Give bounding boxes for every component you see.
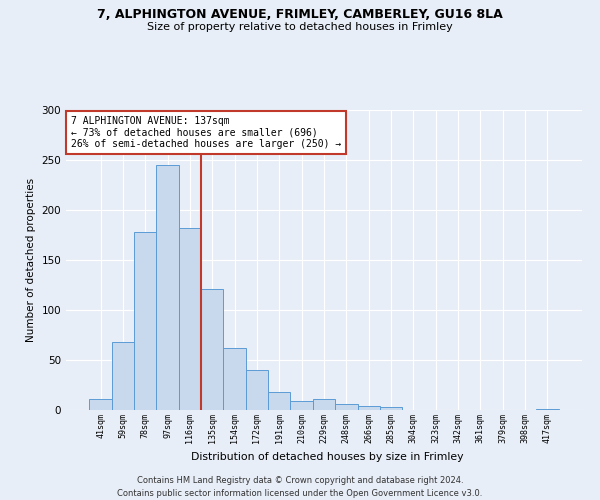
Bar [157, 165, 179, 410]
Text: 7, ALPHINGTON AVENUE, FRIMLEY, CAMBERLEY, GU16 8LA: 7, ALPHINGTON AVENUE, FRIMLEY, CAMBERLEY… [97, 8, 503, 20]
Bar [179, 228, 201, 410]
Bar [380, 407, 402, 410]
Text: Contains public sector information licensed under the Open Government Licence v3: Contains public sector information licen… [118, 489, 482, 498]
Text: Distribution of detached houses by size in Frimley: Distribution of detached houses by size … [191, 452, 463, 462]
Text: Size of property relative to detached houses in Frimley: Size of property relative to detached ho… [147, 22, 453, 32]
Bar [536, 409, 559, 410]
Bar [313, 399, 335, 410]
Bar [134, 232, 157, 410]
Bar [201, 289, 223, 410]
Text: Contains HM Land Registry data © Crown copyright and database right 2024.: Contains HM Land Registry data © Crown c… [137, 476, 463, 485]
Bar [223, 348, 246, 410]
Y-axis label: Number of detached properties: Number of detached properties [26, 178, 36, 342]
Bar [335, 404, 358, 410]
Bar [358, 406, 380, 410]
Bar [290, 401, 313, 410]
Bar [246, 370, 268, 410]
Bar [89, 399, 112, 410]
Bar [268, 392, 290, 410]
Text: 7 ALPHINGTON AVENUE: 137sqm
← 73% of detached houses are smaller (696)
26% of se: 7 ALPHINGTON AVENUE: 137sqm ← 73% of det… [71, 116, 341, 149]
Bar [112, 342, 134, 410]
